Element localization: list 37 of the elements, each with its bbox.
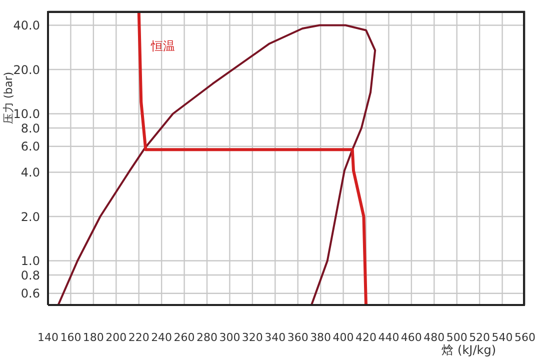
y-tick-label: 0.6 xyxy=(20,286,40,301)
y-tick-label: 2.0 xyxy=(20,210,40,224)
x-tick-label: 140 xyxy=(38,330,58,344)
x-tick-label: 300 xyxy=(219,330,240,344)
x-tick-label: 560 xyxy=(514,330,536,344)
x-tick-label: 400 xyxy=(332,330,354,344)
annotation: 恒温 xyxy=(151,38,175,55)
y-tick-label: 0.8 xyxy=(20,268,40,282)
y-tick-label: 4.0 xyxy=(20,166,40,180)
x-tick-label: 420 xyxy=(356,330,376,344)
x-axis-title: 焓 (kJ/kg) xyxy=(442,343,496,357)
x-tick-label: 320 xyxy=(242,330,263,344)
x-tick-label: 340 xyxy=(264,330,286,344)
x-tick-label: 460 xyxy=(400,330,422,344)
x-tick-label: 540 xyxy=(492,330,513,344)
x-tick-label: 220 xyxy=(128,330,150,344)
line-series xyxy=(57,24,376,305)
x-tick-label: 480 xyxy=(424,330,445,344)
x-tick-label: 160 xyxy=(60,330,82,344)
y-tick-label: 8.0 xyxy=(20,121,40,136)
y-axis-title: 压力 (bar) xyxy=(2,72,15,124)
x-tick-label: 180 xyxy=(82,330,104,344)
x-tick-label: 380 xyxy=(310,330,332,344)
y-tick-label: 20.0 xyxy=(13,62,40,77)
x-tick-label: 360 xyxy=(287,330,308,344)
x-tick-label: 520 xyxy=(469,330,490,344)
y-tick-label: 6.0 xyxy=(20,140,40,154)
x-tick-label: 240 xyxy=(151,330,172,344)
x-tick-label: 200 xyxy=(106,330,127,344)
y-tick-label: 10.0 xyxy=(13,107,40,122)
x-tick-label: 280 xyxy=(196,330,218,344)
y-tick-label: 40.0 xyxy=(13,18,40,33)
x-tick-label: 260 xyxy=(174,330,195,344)
line-series xyxy=(137,11,368,305)
x-tick-label: 500 xyxy=(446,330,468,344)
x-tick-label: 440 xyxy=(378,330,400,344)
y-tick-label: 1.0 xyxy=(20,254,40,268)
